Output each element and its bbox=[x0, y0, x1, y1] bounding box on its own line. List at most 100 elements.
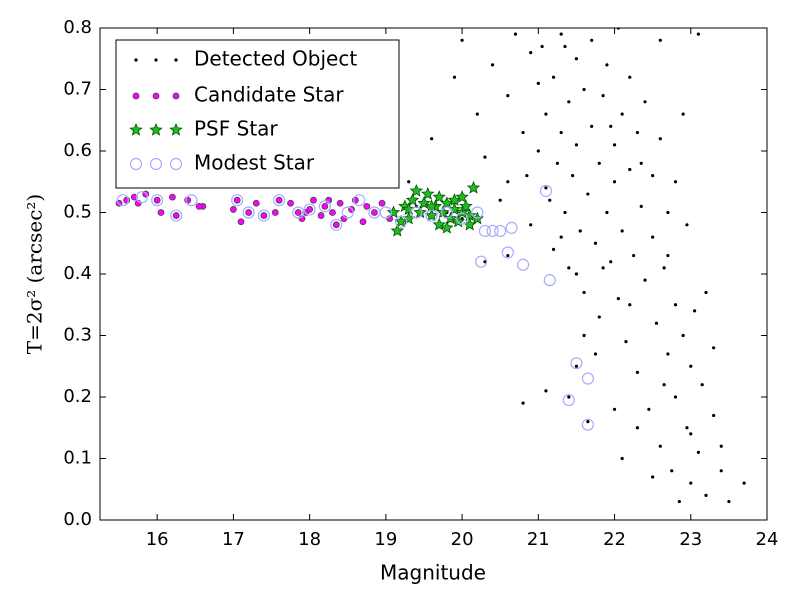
data-point bbox=[237, 218, 245, 226]
data-point bbox=[689, 364, 693, 368]
legend-box bbox=[115, 39, 400, 189]
legend-marker bbox=[129, 157, 143, 171]
data-point bbox=[658, 137, 662, 141]
data-point bbox=[432, 190, 446, 203]
legend-label: Modest Star bbox=[194, 151, 315, 175]
data-point bbox=[590, 38, 594, 42]
data-point bbox=[506, 180, 510, 184]
data-point bbox=[654, 321, 659, 325]
y-tick-label: 0.4 bbox=[63, 263, 92, 284]
data-point bbox=[692, 309, 697, 313]
data-point bbox=[639, 204, 643, 208]
x-tick-label: 23 bbox=[679, 529, 702, 550]
data-point bbox=[471, 206, 484, 219]
data-point bbox=[712, 413, 716, 418]
data-point bbox=[440, 196, 454, 209]
data-point bbox=[662, 266, 666, 270]
data-point bbox=[658, 444, 662, 448]
data-point bbox=[685, 223, 689, 227]
data-point bbox=[169, 193, 176, 201]
data-point bbox=[696, 450, 700, 454]
data-point bbox=[359, 218, 367, 226]
legend-marker bbox=[174, 58, 178, 62]
data-point bbox=[410, 206, 423, 219]
data-point bbox=[231, 194, 244, 207]
data-point bbox=[525, 174, 529, 178]
legend-marker bbox=[134, 58, 138, 62]
data-point bbox=[616, 297, 620, 301]
data-point bbox=[151, 194, 164, 207]
data-point bbox=[455, 190, 469, 203]
data-point bbox=[643, 100, 647, 104]
data-point bbox=[581, 372, 594, 385]
data-point bbox=[539, 184, 553, 198]
legend-label: PSF Star bbox=[194, 117, 278, 141]
data-point bbox=[170, 209, 183, 222]
data-point bbox=[544, 112, 548, 116]
data-point bbox=[371, 209, 378, 216]
legend-marker bbox=[154, 58, 158, 62]
data-point bbox=[233, 196, 241, 204]
data-point bbox=[317, 212, 325, 219]
data-point bbox=[559, 235, 563, 239]
data-point bbox=[574, 272, 579, 276]
y-tick-label: 0.2 bbox=[63, 386, 92, 407]
data-point bbox=[620, 112, 624, 116]
legend-marker bbox=[129, 122, 143, 136]
y-tick-label: 0.6 bbox=[63, 140, 92, 161]
data-point bbox=[540, 44, 544, 49]
y-tick-label: 0.5 bbox=[63, 202, 92, 223]
data-point bbox=[475, 255, 488, 268]
x-tick-label: 24 bbox=[756, 529, 779, 550]
data-point bbox=[405, 193, 420, 206]
data-point bbox=[696, 32, 700, 36]
x-axis-label: Magnitude bbox=[380, 561, 486, 585]
data-point bbox=[536, 81, 540, 85]
data-point bbox=[421, 187, 435, 200]
data-point bbox=[275, 196, 283, 204]
data-point bbox=[436, 205, 450, 219]
data-point bbox=[586, 420, 590, 424]
legend-marker bbox=[169, 122, 183, 136]
data-point bbox=[673, 180, 678, 184]
data-point bbox=[483, 260, 487, 264]
data-point bbox=[407, 180, 411, 184]
data-point bbox=[516, 258, 530, 271]
data-point bbox=[605, 210, 609, 215]
data-point bbox=[318, 200, 331, 213]
data-point bbox=[582, 333, 586, 338]
data-point bbox=[498, 198, 502, 202]
data-point bbox=[635, 370, 640, 374]
data-point bbox=[681, 112, 685, 116]
data-point bbox=[574, 364, 579, 368]
data-point bbox=[287, 199, 294, 207]
data-point bbox=[172, 212, 180, 219]
data-point bbox=[379, 206, 392, 219]
data-point bbox=[486, 224, 499, 238]
data-point bbox=[632, 253, 636, 258]
data-point bbox=[455, 212, 469, 225]
data-point bbox=[742, 481, 746, 485]
data-point bbox=[651, 475, 655, 479]
x-tick-label: 16 bbox=[146, 529, 169, 550]
data-point bbox=[505, 221, 518, 234]
data-point bbox=[245, 209, 253, 216]
data-point bbox=[704, 290, 708, 295]
data-point bbox=[574, 143, 579, 147]
legend-marker bbox=[149, 122, 163, 136]
data-point bbox=[310, 196, 317, 204]
data-point bbox=[329, 209, 336, 216]
data-point bbox=[673, 395, 678, 399]
data-point bbox=[273, 194, 286, 207]
data-point bbox=[424, 208, 439, 222]
data-point bbox=[475, 112, 479, 116]
y-tick-label: 0.3 bbox=[63, 325, 92, 346]
data-point bbox=[581, 418, 594, 431]
legend: Detected Object Candidate Star PSF Star Mod… bbox=[115, 39, 400, 189]
data-point bbox=[601, 266, 605, 270]
data-point bbox=[590, 124, 594, 128]
data-point bbox=[413, 205, 427, 219]
data-point bbox=[689, 432, 693, 436]
data-point bbox=[506, 94, 510, 98]
